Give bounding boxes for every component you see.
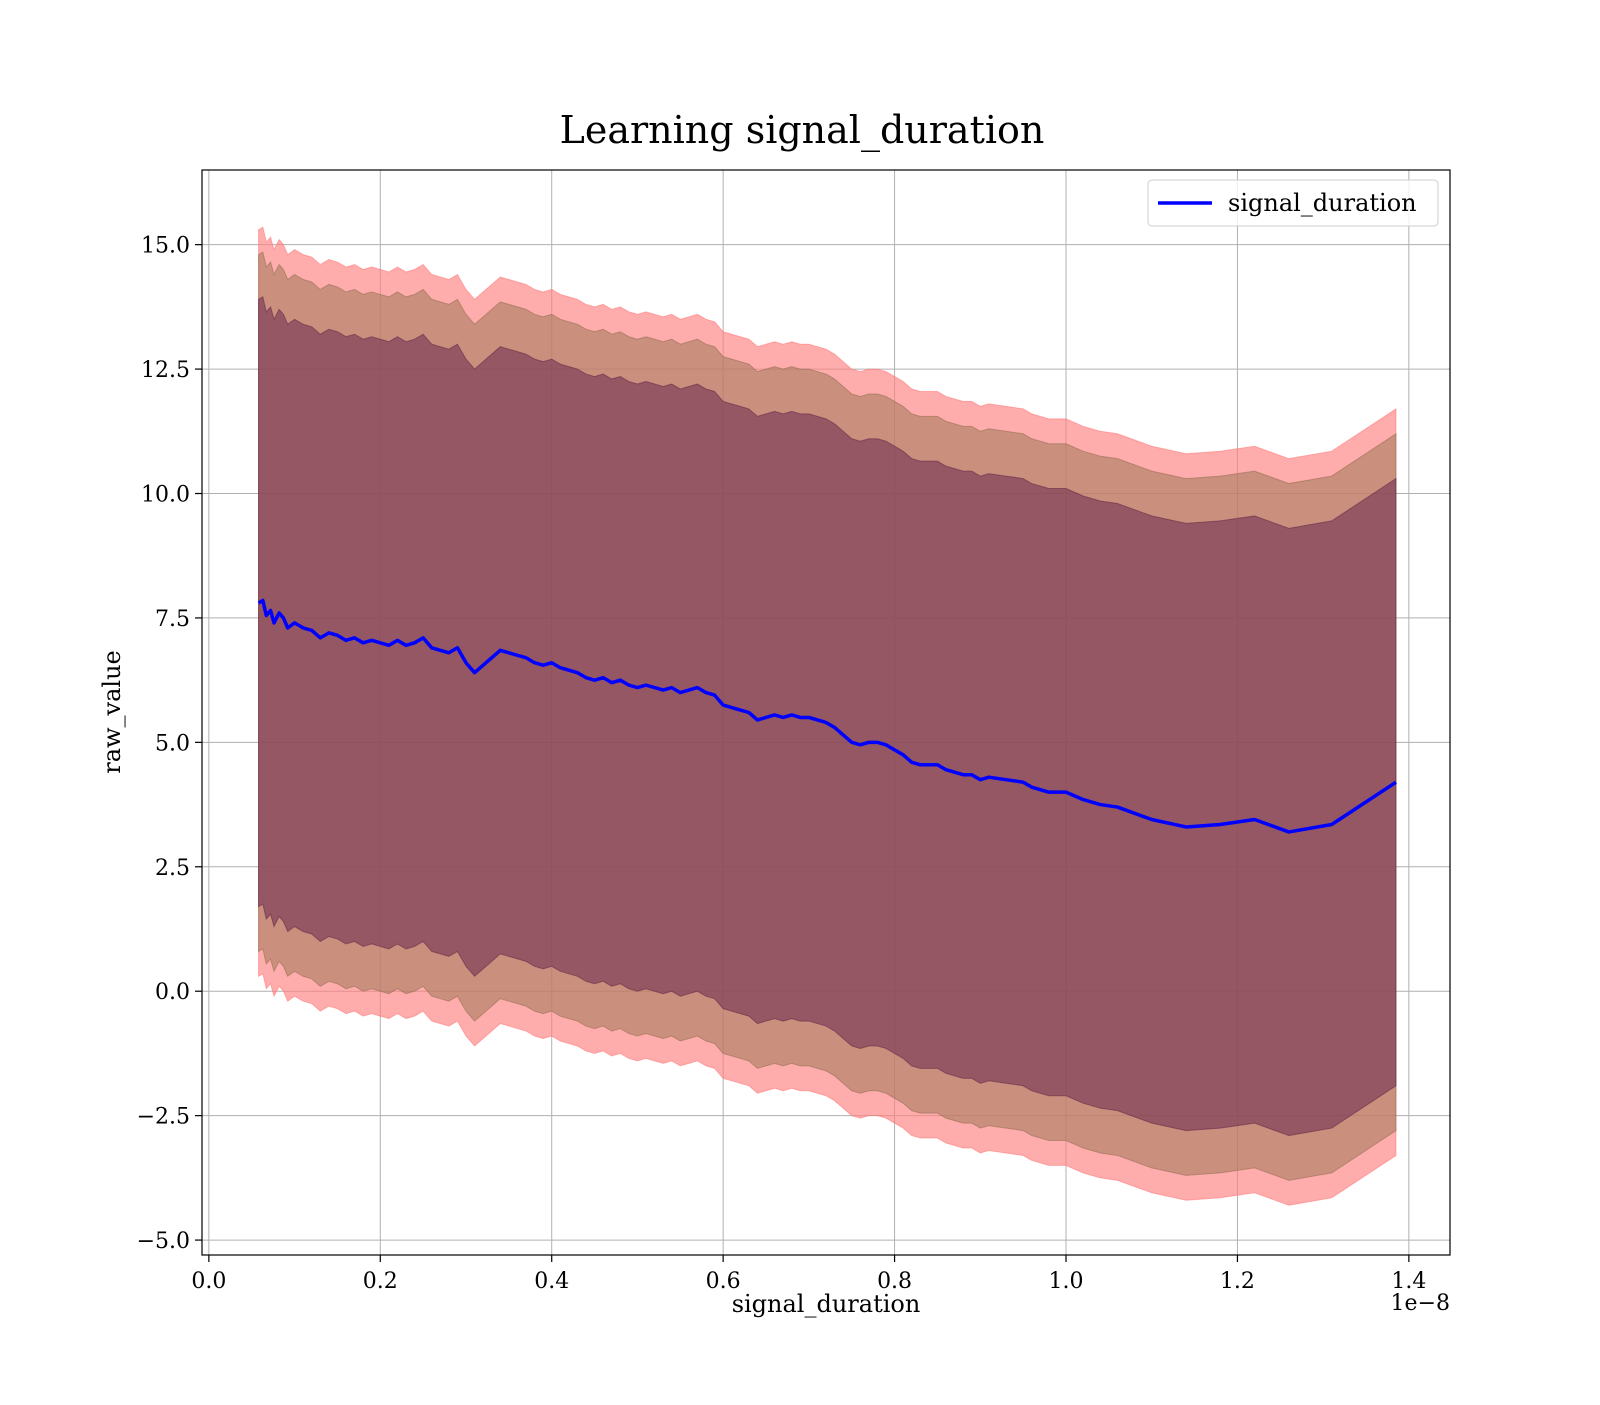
- y-axis-label: raw_value: [98, 650, 126, 774]
- y-tick-label: 12.5: [141, 358, 190, 383]
- x-tick-label: 1.2: [1220, 1269, 1255, 1294]
- y-tick-label: −5.0: [137, 1229, 190, 1254]
- chart-title: Learning signal_duration: [560, 108, 1045, 153]
- y-axis-ticks: −5.0 −2.5 0.0 2.5 5.0 7.5 10.0 12.5 15.0: [137, 234, 202, 1254]
- y-tick-label: 10.0: [141, 483, 190, 508]
- plot-frame: [201, 169, 1451, 1256]
- band-inner: [258, 296, 1397, 1137]
- x-tick-label: 0.2: [363, 1269, 398, 1294]
- x-tick-label: 1.0: [1049, 1269, 1084, 1294]
- x-axis-offset-text: 1e−8: [1391, 1291, 1450, 1316]
- y-tick-label: −2.5: [137, 1105, 190, 1130]
- legend: signal_duration: [1147, 179, 1439, 227]
- x-tick-label: 0.0: [191, 1269, 226, 1294]
- series-line-signal_duration: [257, 598, 1397, 834]
- y-tick-label: 0.0: [155, 980, 190, 1005]
- y-tick-label: 15.0: [141, 234, 190, 259]
- y-tick-label: 5.0: [155, 731, 190, 756]
- x-axis-ticks: 0.0 0.2 0.4 0.6 0.8 1.0 1.2 1.4: [191, 1255, 1426, 1294]
- y-tick-label: 2.5: [155, 856, 190, 881]
- x-tick-label: 1.4: [1391, 1269, 1426, 1294]
- series-lines: [257, 598, 1397, 834]
- x-tick-label: 0.6: [706, 1269, 741, 1294]
- x-axis-label: signal_duration: [732, 1290, 921, 1318]
- uncertainty-bands: [258, 226, 1397, 1206]
- y-tick-label: 7.5: [155, 607, 190, 632]
- legend-label-signal_duration: signal_duration: [1228, 189, 1417, 217]
- legend-box: [1147, 179, 1439, 227]
- x-tick-label: 0.4: [534, 1269, 569, 1294]
- x-tick-label: 0.8: [877, 1269, 912, 1294]
